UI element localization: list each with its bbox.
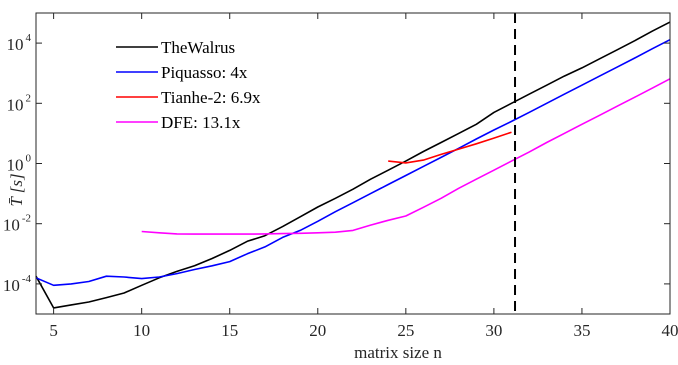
y-tick-label-base: 10 xyxy=(7,35,24,54)
legend-label: Piquasso: 4x xyxy=(161,63,248,82)
x-tick-label: 10 xyxy=(133,321,150,340)
y-tick-label-base: 10 xyxy=(3,216,20,235)
y-tick-label: 10 2 xyxy=(7,92,32,114)
x-tick-label: 25 xyxy=(397,321,414,340)
y-tick-label-exponent: 2 xyxy=(26,92,32,104)
series-line-2 xyxy=(35,38,671,287)
x-tick-label: 35 xyxy=(573,321,590,340)
y-tick-label: 10 4 xyxy=(7,32,32,54)
y-tick-label-base: 10 xyxy=(7,156,24,175)
y-tick-label: 10 -2 xyxy=(3,213,31,235)
y-tick-label: 10 0 xyxy=(7,153,32,175)
series-line-1 xyxy=(35,21,671,309)
x-tick-label: 15 xyxy=(221,321,238,340)
x-axis-label-text: matrix size n xyxy=(354,343,442,362)
tick-layer xyxy=(36,13,671,314)
y-tick-label-exponent: -2 xyxy=(22,213,31,225)
legend: TheWalrus Piquasso: 4x Tianhe-2: 6.9x DFE: … xyxy=(116,38,261,132)
x-tick-label: 5 xyxy=(49,321,58,340)
series-layer xyxy=(35,21,671,309)
y-tick-label-base: 10 xyxy=(7,95,24,114)
y-tick-label-exponent: -4 xyxy=(22,273,32,285)
series-line-3 xyxy=(388,131,512,164)
y-tick-label-base: 10 xyxy=(3,276,20,295)
x-tick-label: 30 xyxy=(485,321,502,340)
series-line-4 xyxy=(141,78,671,235)
x-axis-label: matrix size n xyxy=(354,343,442,362)
y-axis-label: T̄ [s] xyxy=(7,173,26,206)
y-tick-label-exponent: 4 xyxy=(26,32,32,44)
x-tick-label: 40 xyxy=(662,321,678,340)
y-tick-label-exponent: 0 xyxy=(26,153,32,165)
legend-label: Tianhe-2: 6.9x xyxy=(161,88,261,107)
x-tick-label: 20 xyxy=(309,321,326,340)
y-tick-label: 10 -4 xyxy=(3,273,32,295)
legend-label: DFE: 13.1x xyxy=(161,113,241,132)
legend-label: TheWalrus xyxy=(161,38,235,57)
